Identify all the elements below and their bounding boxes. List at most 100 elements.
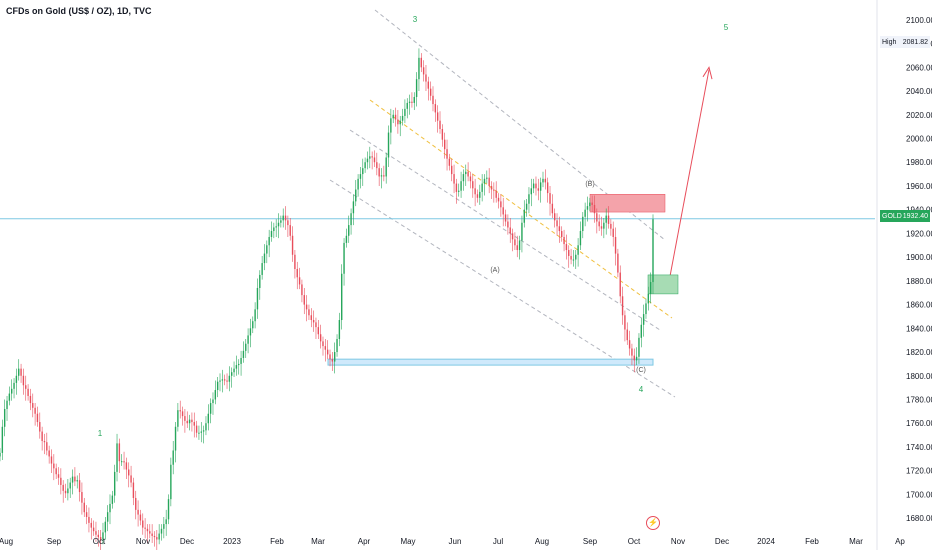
high-label: High xyxy=(882,38,897,46)
candle-body xyxy=(1,426,4,453)
candle-body xyxy=(146,528,149,532)
candle-body xyxy=(546,182,549,194)
candle-body xyxy=(135,497,137,510)
candle-body xyxy=(572,259,575,261)
candle-body xyxy=(497,197,500,202)
candle-body xyxy=(371,156,373,158)
candle-body xyxy=(85,512,88,517)
candle-body xyxy=(254,309,256,322)
candle-body xyxy=(209,403,212,414)
lightning-icon[interactable]: ⚡ xyxy=(646,516,660,530)
candle-body xyxy=(181,411,184,417)
candle-body xyxy=(259,274,261,288)
candle-body xyxy=(558,226,561,232)
candle-body xyxy=(188,419,191,424)
candle-body xyxy=(373,157,376,163)
candle-body xyxy=(205,423,207,431)
y-tick-label: 1680.00 xyxy=(906,514,932,523)
candle-body xyxy=(600,226,603,229)
candle-body xyxy=(11,388,13,394)
candle-body xyxy=(385,157,387,177)
candle-body xyxy=(305,304,308,310)
candle-body xyxy=(401,115,404,121)
candle-body xyxy=(3,408,6,427)
candle-body xyxy=(614,236,617,254)
candle-body xyxy=(359,174,362,179)
candle-body xyxy=(345,235,348,243)
candle-body xyxy=(144,527,146,529)
candle-body xyxy=(324,346,327,350)
candle-body xyxy=(352,201,355,214)
candle-body xyxy=(341,273,343,321)
candle-body xyxy=(6,400,8,409)
candle-body xyxy=(315,322,317,328)
x-tick-label: Dec xyxy=(180,537,194,546)
candle-body xyxy=(118,443,121,462)
candle-body xyxy=(469,176,472,182)
candle-body xyxy=(652,219,654,283)
candle-body xyxy=(502,207,504,215)
candle-body xyxy=(549,193,551,204)
x-tick-label: Aug xyxy=(0,537,13,546)
candle-body xyxy=(291,235,294,255)
candle-body xyxy=(198,432,200,434)
y-tick-label: 1760.00 xyxy=(906,419,932,428)
candle-body xyxy=(95,531,97,535)
candle-body xyxy=(298,277,301,285)
candle-body xyxy=(561,231,563,237)
candle-body xyxy=(624,315,626,330)
candle-body xyxy=(532,183,535,189)
candle-body xyxy=(13,382,15,389)
candle-body xyxy=(645,303,647,315)
candle-body xyxy=(319,334,322,342)
candle-body xyxy=(121,461,123,463)
candle-body xyxy=(289,225,291,236)
candle-body xyxy=(153,535,156,538)
candle-body xyxy=(535,183,537,189)
candle-body xyxy=(383,175,385,177)
candle-body xyxy=(90,522,92,528)
candle-body xyxy=(238,363,240,366)
candle-body xyxy=(443,139,446,150)
candle-body xyxy=(336,338,338,353)
candle-body xyxy=(207,413,210,424)
candle-body xyxy=(582,216,584,232)
y-tick-label: 1780.00 xyxy=(906,396,932,405)
candle-body xyxy=(553,213,556,221)
candle-body xyxy=(362,168,364,175)
candle-body xyxy=(460,181,462,191)
candle-body xyxy=(149,531,151,534)
x-tick-label: Sep xyxy=(583,537,598,546)
candle-body xyxy=(216,381,219,391)
candle-body xyxy=(165,519,167,525)
x-tick-label: Jul xyxy=(493,537,503,546)
y-tick-label: 1960.00 xyxy=(906,182,932,191)
candle-body xyxy=(301,284,303,296)
candle-body xyxy=(593,204,596,214)
candle-body xyxy=(303,295,305,305)
candle-body xyxy=(584,209,586,217)
candle-body xyxy=(610,223,612,229)
x-tick-label: 2023 xyxy=(223,537,241,546)
candle-body xyxy=(399,120,401,125)
x-tick-label: Jun xyxy=(449,537,462,546)
candle-body xyxy=(467,171,469,177)
y-tick-label: 1880.00 xyxy=(906,277,932,286)
candle-body xyxy=(441,129,444,140)
candle-body xyxy=(369,156,371,159)
y-tick-label: 1860.00 xyxy=(906,301,932,310)
y-tick-label: 2040.00 xyxy=(906,87,932,96)
candle-body xyxy=(106,512,109,522)
candle-body xyxy=(481,183,483,192)
candle-body xyxy=(408,101,411,103)
candle-body xyxy=(495,190,497,198)
x-tick-label: Nov xyxy=(136,537,150,546)
candle-body xyxy=(605,215,607,223)
candle-body xyxy=(603,222,605,229)
candle-body xyxy=(544,178,547,183)
candle-body xyxy=(128,469,130,476)
chart-title: CFDs on Gold (US$ / OZ), 1D, TVC xyxy=(6,6,152,16)
x-tick-label: Feb xyxy=(805,537,819,546)
y-tick-label: 1840.00 xyxy=(906,324,932,333)
